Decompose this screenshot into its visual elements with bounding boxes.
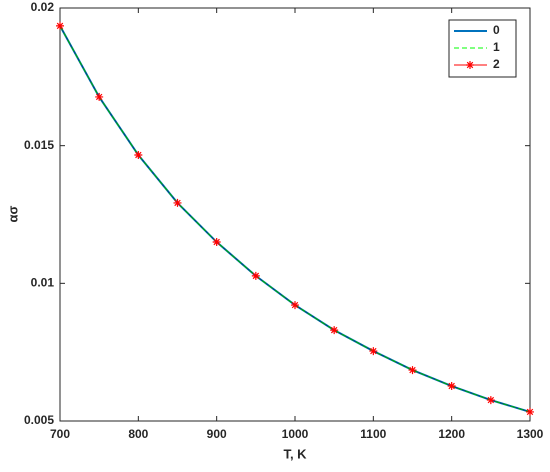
- marker: [330, 326, 339, 335]
- marker: [173, 198, 182, 207]
- marker: [526, 407, 534, 416]
- x-tick-label: 1200: [438, 427, 465, 441]
- legend-label: 2: [493, 57, 500, 71]
- marker: [369, 347, 378, 356]
- marker: [134, 151, 143, 160]
- marker: [251, 271, 260, 280]
- x-tick-label: 900: [207, 427, 227, 441]
- x-tick-label: 800: [128, 427, 148, 441]
- x-axis-label: T, K: [283, 446, 307, 461]
- y-tick-label: 0.02: [31, 0, 55, 14]
- marker: [408, 366, 417, 375]
- x-tick-label: 1100: [360, 427, 386, 441]
- y-tick-label: 0.01: [31, 276, 55, 290]
- marker: [466, 61, 474, 69]
- x-tick-label: 1300: [517, 427, 544, 441]
- x-tick-label: 1000: [282, 427, 309, 441]
- y-axis-label: ασ: [5, 205, 20, 222]
- legend-label: 0: [493, 23, 500, 37]
- marker: [447, 382, 456, 391]
- marker: [486, 396, 495, 405]
- marker: [56, 21, 64, 30]
- marker: [212, 238, 221, 247]
- marker: [95, 92, 104, 101]
- x-tick-label: 700: [50, 427, 70, 441]
- marker: [291, 301, 299, 310]
- y-tick-label: 0.005: [24, 413, 54, 427]
- legend-label: 1: [493, 40, 500, 54]
- y-tick-label: 0.015: [24, 138, 54, 152]
